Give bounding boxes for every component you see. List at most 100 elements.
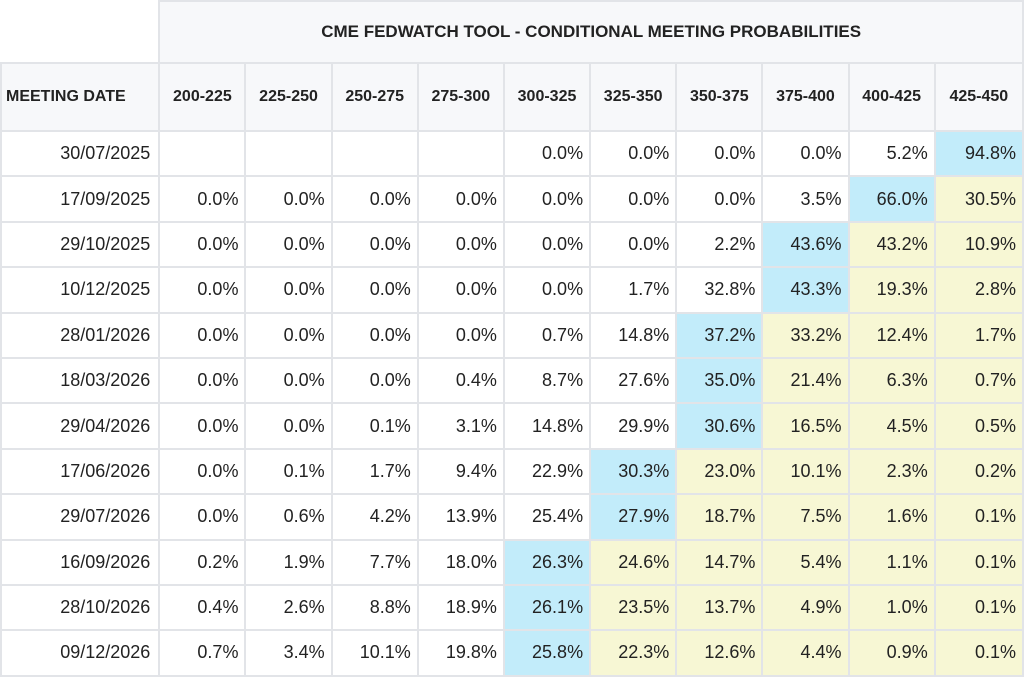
probability-cell: 0.1% (330, 402, 419, 450)
probability-cell: 18.7% (675, 493, 764, 541)
table-row: 29/04/2026 0.0% 0.0% 0.1% 3.1% 14.8% 29.9% 30.6… (0, 402, 1024, 450)
probability-cell: 12.6% (675, 629, 764, 677)
probability-cell: 33.2% (761, 311, 850, 359)
probability-cell: 1.9% (244, 538, 333, 586)
meeting-date-cell: 18/03/2026 (0, 356, 161, 405)
meeting-date-cell: 30/07/2025 (0, 129, 161, 178)
probability-cell: 0.0% (502, 220, 592, 269)
probability-cell: 0.0% (244, 356, 333, 405)
probability-cell: 43.2% (847, 220, 936, 269)
probability-cell: 22.3% (589, 629, 678, 677)
probability-cell (416, 129, 505, 178)
probability-cell: 1.1% (847, 538, 936, 586)
probability-cell (244, 129, 333, 178)
probability-cell: 8.7% (502, 356, 592, 405)
meeting-date-header: MEETING DATE (0, 62, 161, 132)
probability-cell: 0.0% (416, 175, 505, 223)
probability-cell: 0.0% (502, 266, 592, 314)
probability-cell: 21.4% (761, 356, 850, 405)
probability-cell: 32.8% (675, 266, 764, 314)
probability-cell: 19.3% (847, 266, 936, 314)
probability-cell: 10.1% (761, 447, 850, 496)
probability-cell: 2.8% (933, 266, 1024, 314)
probability-cell: 66.0% (847, 175, 936, 223)
probability-cell: 23.5% (589, 583, 678, 632)
table-row: 10/12/2025 0.0% 0.0% 0.0% 0.0% 0.0% 1.7% 32.8% 4… (0, 266, 1024, 314)
probability-cell: 0.0% (244, 311, 333, 359)
probability-cell: 22.9% (502, 447, 592, 496)
probability-cell: 0.0% (589, 175, 678, 223)
probability-cell: 0.1% (933, 538, 1024, 586)
probability-cell: 0.0% (502, 175, 592, 223)
probability-cell: 6.3% (847, 356, 936, 405)
probability-cell: 1.0% (847, 583, 936, 632)
probability-cell: 0.5% (933, 402, 1024, 450)
corner-cell (0, 0, 161, 64)
probability-cell: 1.6% (847, 493, 936, 541)
rate-range-header: 350-375 (675, 62, 764, 132)
probability-cell: 43.6% (761, 220, 850, 269)
table-row: 09/12/2026 0.7% 3.4% 10.1% 19.8% 25.8% 22.3% 12… (0, 629, 1024, 677)
probability-cell (330, 129, 419, 178)
probability-cell: 0.4% (158, 583, 247, 632)
table-row: 17/06/2026 0.0% 0.1% 1.7% 9.4% 22.9% 30.3% 23.0… (0, 447, 1024, 496)
probability-cell: 7.7% (330, 538, 419, 586)
probability-cell: 30.5% (933, 175, 1024, 223)
rate-range-header: 325-350 (589, 62, 678, 132)
probability-cell: 0.1% (933, 629, 1024, 677)
probability-cell: 0.0% (244, 402, 333, 450)
probability-cell: 16.5% (761, 402, 850, 450)
probability-cell: 3.5% (761, 175, 850, 223)
probability-cell: 0.0% (502, 129, 592, 178)
probability-cell: 18.9% (416, 583, 505, 632)
probability-cell: 0.0% (675, 175, 764, 223)
probability-cell: 24.6% (589, 538, 678, 586)
table-row: 29/07/2026 0.0% 0.6% 4.2% 13.9% 25.4% 27.9% 18.… (0, 493, 1024, 541)
meeting-date-cell: 09/12/2026 (0, 629, 161, 677)
probability-cell: 2.6% (244, 583, 333, 632)
rate-range-header: 375-400 (761, 62, 850, 132)
probability-cell: 0.6% (244, 493, 333, 541)
probability-cell: 18.0% (416, 538, 505, 586)
probability-cell: 43.3% (761, 266, 850, 314)
probability-cell: 25.8% (502, 629, 592, 677)
probability-cell: 27.9% (589, 493, 678, 541)
probability-cell: 7.5% (761, 493, 850, 541)
probability-cell: 0.7% (933, 356, 1024, 405)
table-title: CME FEDWATCH TOOL - CONDITIONAL MEETING … (158, 0, 1024, 64)
probability-cell: 4.9% (761, 583, 850, 632)
probability-cell: 0.0% (158, 175, 247, 223)
probability-cell: 1.7% (589, 266, 678, 314)
probability-cell: 30.6% (675, 402, 764, 450)
probability-cell: 8.8% (330, 583, 419, 632)
probability-cell: 0.0% (158, 356, 247, 405)
probability-cell: 0.0% (158, 311, 247, 359)
probability-cell: 0.0% (244, 220, 333, 269)
probability-cell: 27.6% (589, 356, 678, 405)
probability-cell: 0.0% (416, 266, 505, 314)
rate-range-header: 400-425 (847, 62, 936, 132)
probability-cell: 2.3% (847, 447, 936, 496)
probability-cell: 4.5% (847, 402, 936, 450)
table-row: 16/09/2026 0.2% 1.9% 7.7% 18.0% 26.3% 24.6% 14.… (0, 538, 1024, 586)
probability-cell: 0.7% (158, 629, 247, 677)
probability-cell: 0.4% (416, 356, 505, 405)
meeting-date-cell: 17/06/2026 (0, 447, 161, 496)
rate-range-header: 225-250 (244, 62, 333, 132)
probability-cell: 0.0% (761, 129, 850, 178)
probability-cell: 0.0% (158, 493, 247, 541)
probability-cell: 29.9% (589, 402, 678, 450)
probability-cell: 3.4% (244, 629, 333, 677)
probability-cell: 0.0% (330, 175, 419, 223)
probability-cell: 5.4% (761, 538, 850, 586)
rate-range-header: 275-300 (416, 62, 505, 132)
probability-cell: 1.7% (933, 311, 1024, 359)
probability-cell: 0.7% (502, 311, 592, 359)
meeting-date-cell: 29/10/2025 (0, 220, 161, 269)
table-row: 28/10/2026 0.4% 2.6% 8.8% 18.9% 26.1% 23.5% 13.… (0, 583, 1024, 632)
probability-cell (158, 129, 247, 178)
probability-cell: 25.4% (502, 493, 592, 541)
probability-cell: 0.0% (675, 129, 764, 178)
probability-cell: 0.1% (933, 493, 1024, 541)
probability-cell: 14.8% (589, 311, 678, 359)
